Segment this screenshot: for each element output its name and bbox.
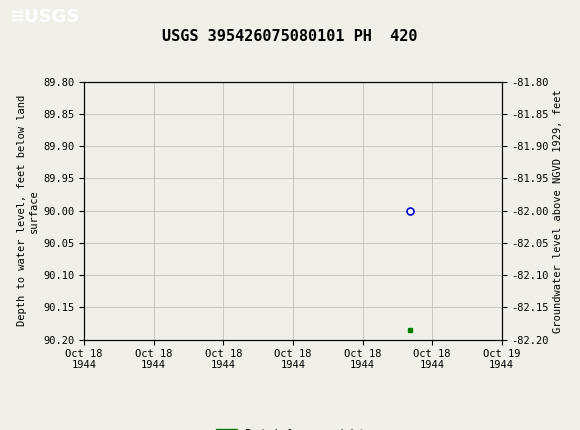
Legend: Period of approved data: Period of approved data bbox=[212, 424, 374, 430]
Y-axis label: Groundwater level above NGVD 1929, feet: Groundwater level above NGVD 1929, feet bbox=[553, 89, 563, 332]
Y-axis label: Depth to water level, feet below land
surface: Depth to water level, feet below land su… bbox=[17, 95, 39, 326]
Text: ≡USGS: ≡USGS bbox=[9, 8, 79, 26]
Text: USGS 395426075080101 PH  420: USGS 395426075080101 PH 420 bbox=[162, 29, 418, 44]
